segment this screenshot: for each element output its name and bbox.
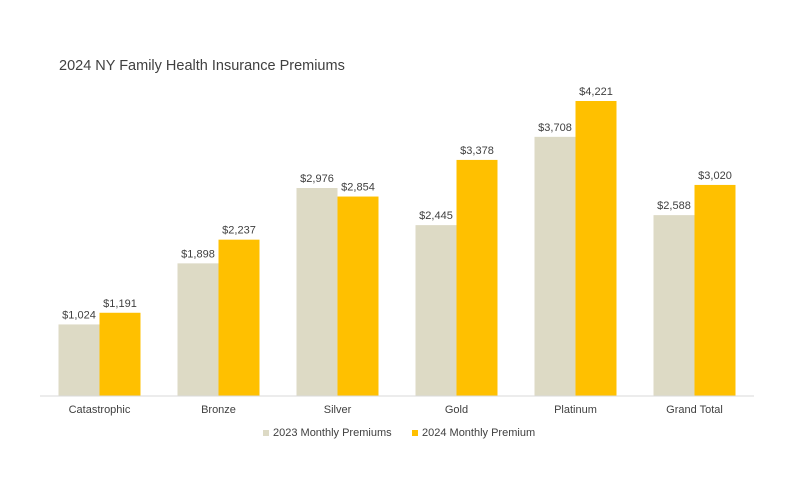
value-label: $2,588 (657, 200, 691, 212)
category-label: Gold (445, 404, 468, 416)
bar-2023-bronze (177, 263, 219, 396)
value-label: $2,237 (222, 225, 256, 237)
bar-2024-grand-total (694, 184, 736, 396)
bars-group (58, 101, 736, 396)
bar-2023-grand-total (653, 215, 695, 396)
bar-2024-gold (456, 159, 498, 396)
value-label: $1,898 (181, 248, 215, 260)
category-label: Silver (324, 404, 352, 416)
value-label: $2,445 (419, 210, 453, 222)
value-label: $3,708 (538, 122, 572, 134)
chart-title: 2024 NY Family Health Insurance Premiums (59, 58, 345, 74)
bar-2023-silver (296, 188, 338, 396)
category-label: Platinum (554, 404, 597, 416)
legend-swatch (263, 430, 269, 436)
legend-label: 2024 Monthly Premium (422, 427, 535, 439)
bar-2024-platinum (575, 101, 617, 396)
category-label: Grand Total (666, 404, 723, 416)
value-label: $3,020 (698, 170, 732, 182)
bar-2024-catastrophic (99, 312, 141, 396)
category-labels-group: Catastrophic Bronze Silver Gold Platinum Gran… (69, 404, 723, 416)
category-label: Bronze (201, 404, 236, 416)
value-label: $1,024 (62, 309, 96, 321)
value-label: $1,191 (103, 298, 137, 310)
value-label: $2,976 (300, 173, 334, 185)
legend-label: 2023 Monthly Premiums (273, 427, 392, 439)
bar-2023-gold (415, 225, 457, 396)
value-label: $4,221 (579, 86, 613, 98)
category-label: Catastrophic (69, 404, 131, 416)
value-labels-group: $1,024 $1,191 $1,898 $2,237 $2,976 $2,854 $2,4… (62, 86, 732, 321)
bar-2024-silver (337, 196, 379, 396)
legend-swatch (412, 430, 418, 436)
value-label: $3,378 (460, 145, 494, 157)
bar-2024-bronze (218, 239, 260, 396)
value-label: $2,854 (341, 182, 375, 194)
bar-2023-catastrophic (58, 324, 100, 396)
legend: 2023 Monthly Premiums 2024 Monthly Premiu… (263, 427, 535, 439)
bar-2023-platinum (534, 136, 576, 396)
